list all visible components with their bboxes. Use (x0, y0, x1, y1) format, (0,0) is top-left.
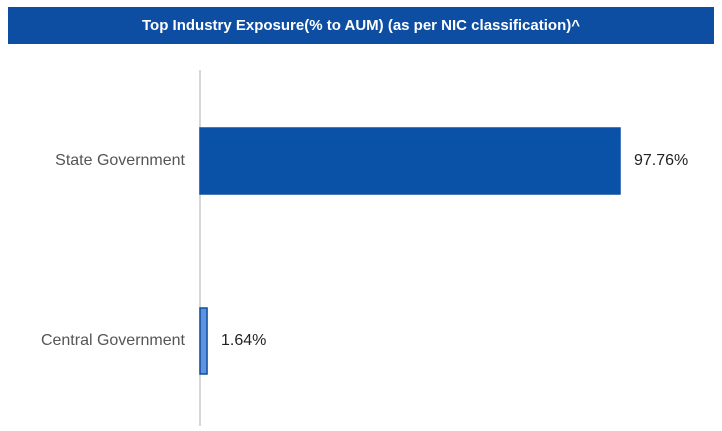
category-label: Central Government (41, 332, 186, 349)
bar (199, 127, 621, 195)
chart-title: Top Industry Exposure(% to AUM) (as per … (142, 17, 580, 34)
bar (199, 307, 208, 375)
category-label: State Government (55, 152, 185, 169)
title-banner (8, 7, 714, 44)
value-label: 97.76% (634, 152, 688, 169)
value-label: 1.64% (221, 332, 266, 349)
